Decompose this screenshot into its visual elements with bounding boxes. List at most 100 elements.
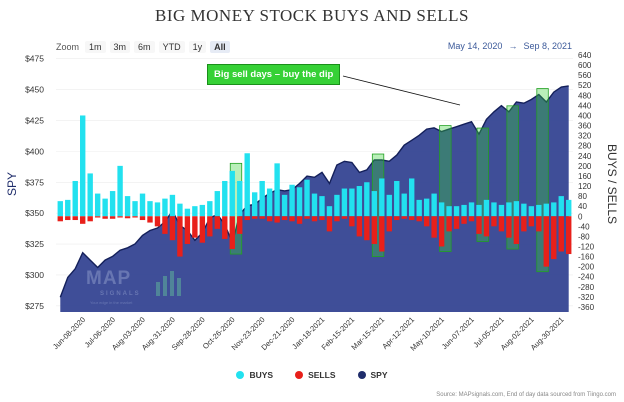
left-tick-label: $475 <box>25 54 44 64</box>
buys-bar <box>87 173 93 217</box>
buys-bar <box>222 180 228 217</box>
zoom-3m-button[interactable]: 3m <box>109 41 131 53</box>
buys-bar <box>513 201 520 217</box>
sells-bar <box>364 216 370 241</box>
sells-bar <box>416 216 422 222</box>
buys-bar <box>207 201 213 217</box>
highlight-box <box>536 88 549 273</box>
zoom-6m-button[interactable]: 6m <box>134 41 155 53</box>
sells-bar <box>334 216 340 222</box>
sells-bar <box>521 216 527 232</box>
sells-bar <box>506 216 512 238</box>
buys-bar <box>109 191 116 217</box>
right-tick-label: 400 <box>578 111 592 120</box>
mapsignals-logo: MAP SIGNALS Your edge in the market <box>80 266 184 306</box>
buys-bar <box>349 188 355 217</box>
buys-bar <box>401 193 407 217</box>
buys-bar <box>72 180 78 217</box>
buys-bar <box>356 186 363 217</box>
zoom-ytd-button[interactable]: YTD <box>158 41 185 53</box>
right-tick-label: 560 <box>578 71 592 80</box>
sells-bar <box>184 216 191 244</box>
sells-bar <box>139 216 146 221</box>
range-start-input[interactable]: May 14, 2020 <box>447 41 503 51</box>
right-tick-label: 0 <box>578 212 583 221</box>
sells-bar <box>72 216 78 221</box>
left-axis: $275 $300 $325 $350 $375 $400 $425 $450 $475 <box>25 54 44 311</box>
sells-bar <box>266 216 273 222</box>
buys-bar <box>132 201 138 217</box>
sells-bar <box>528 216 535 227</box>
right-tick-label: -120 <box>578 242 595 251</box>
sells-bar <box>80 216 86 224</box>
right-tick-label: 480 <box>578 91 592 100</box>
sells-bar <box>244 216 250 221</box>
buys-bar <box>506 202 512 217</box>
right-tick-label: -280 <box>578 283 595 292</box>
sells-bar <box>551 216 557 260</box>
zoom-all-button[interactable]: All <box>210 41 230 53</box>
sells-bar <box>394 216 400 221</box>
legend-item-sells[interactable]: SELLS <box>295 370 336 380</box>
x-tick-label: Jun-07-2021 <box>440 315 476 351</box>
buys-bar <box>57 201 63 217</box>
sells-bar <box>491 216 497 227</box>
x-axis: Jun-08-2020Jul-06-2020Aug-03-2020Aug-31-… <box>51 315 566 353</box>
sells-bar <box>423 216 430 227</box>
right-tick-label: 640 <box>578 51 592 60</box>
right-tick-label: -160 <box>578 253 595 262</box>
sells-bar <box>326 216 333 232</box>
sells-bar <box>483 216 490 237</box>
legend: BUYS SELLS SPY <box>0 370 624 380</box>
source-credit: Source: MAPsignals.com, End of day data … <box>436 392 616 398</box>
legend-item-buys[interactable]: BUYS <box>236 370 273 380</box>
buys-series <box>57 115 572 217</box>
range-end-input[interactable]: Sep 8, 2021 <box>523 41 572 51</box>
sells-bar <box>162 216 168 234</box>
sells-bar <box>117 216 123 218</box>
right-tick-label: -320 <box>578 293 595 302</box>
left-tick-label: $375 <box>25 177 44 187</box>
sells-bar <box>214 216 220 229</box>
right-tick-label: 200 <box>578 162 592 171</box>
x-tick-label: Jun-08-2020 <box>51 315 87 351</box>
sells-series <box>57 216 572 267</box>
sells-bar <box>147 216 153 223</box>
buys-bar <box>237 180 243 217</box>
buys-bar <box>319 196 325 217</box>
sells-bar <box>438 216 445 247</box>
zoom-1m-button[interactable]: 1m <box>85 41 106 53</box>
buys-bar <box>251 192 258 217</box>
sells-bar <box>431 216 437 238</box>
buys-bar <box>334 194 340 217</box>
sells-bar <box>94 216 101 218</box>
left-tick-label: $450 <box>25 85 44 95</box>
buys-bar <box>147 201 153 217</box>
buys-bar <box>214 191 220 217</box>
sells-bar <box>259 216 265 219</box>
buys-bar <box>461 204 467 217</box>
sells-bar <box>386 216 392 232</box>
buys-bar <box>244 153 250 217</box>
logo-tagline: Your edge in the market <box>90 300 133 305</box>
buys-bar <box>468 202 475 217</box>
buys-bar <box>566 199 572 217</box>
zoom-1y-button[interactable]: 1y <box>188 41 207 53</box>
left-tick-label: $325 <box>25 239 44 249</box>
right-tick-label: 320 <box>578 132 592 141</box>
right-tick-label: 520 <box>578 81 592 90</box>
buys-bar <box>184 208 191 217</box>
buys-bar <box>296 187 303 217</box>
sells-bar <box>251 216 258 219</box>
sells-bar <box>102 216 108 219</box>
buys-bar <box>311 193 318 217</box>
buys-bar <box>192 206 198 217</box>
logo-subtext: SIGNALS <box>100 291 141 297</box>
legend-item-spy[interactable]: SPY <box>357 370 388 380</box>
buys-bar <box>371 191 378 217</box>
legend-dot-buys <box>236 371 245 379</box>
legend-label-buys: BUYS <box>249 370 274 380</box>
buys-bar <box>124 196 131 217</box>
sells-bar <box>87 216 93 222</box>
